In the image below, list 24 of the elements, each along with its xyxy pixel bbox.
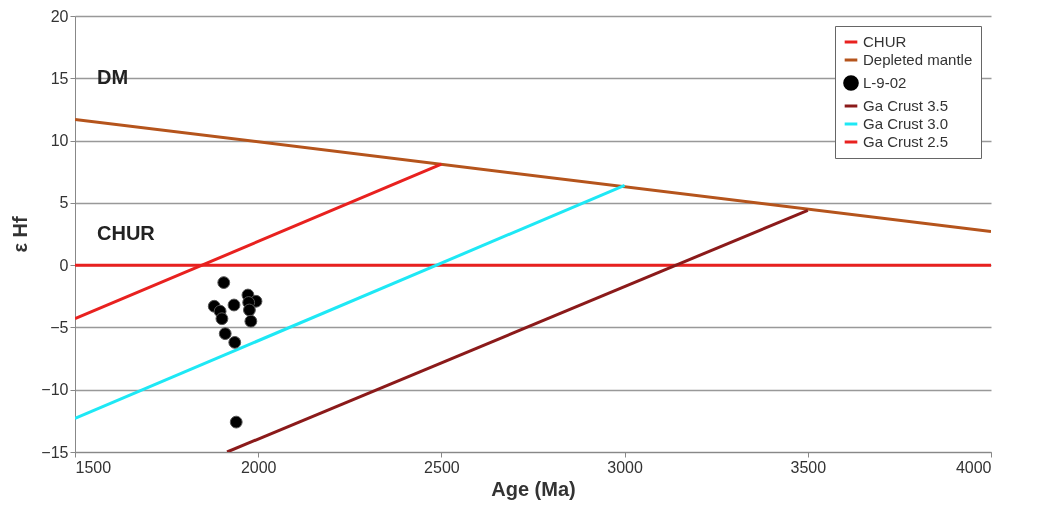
x-tick-label: 4000 [955, 458, 992, 476]
annotation: CHUR [97, 222, 156, 244]
y-tick-label: 5 [59, 194, 69, 212]
x-tick-label: 3500 [790, 458, 827, 476]
y-tick-label: −15 [41, 443, 69, 461]
annotation: DM [97, 66, 129, 88]
legend-label: Depleted mantle [863, 51, 973, 68]
x-tick-label: 3000 [607, 458, 643, 476]
y-tick-label: 0 [59, 256, 69, 274]
x-axis-title: Age (Ma) [491, 477, 576, 500]
y-tick-label: 10 [50, 132, 69, 150]
y-tick-label: −10 [41, 381, 69, 399]
x-tick-label: 2000 [240, 458, 277, 476]
y-tick-label: −5 [50, 318, 69, 336]
x-tick-label: 1500 [75, 458, 112, 476]
legend-label: Ga Crust 2.5 [863, 133, 949, 150]
y-axis-title: ε Hf [9, 216, 32, 253]
legend-label: CHUR [863, 33, 907, 50]
legend-label: Ga Crust 3.0 [863, 115, 949, 132]
y-tick-label: 20 [50, 7, 69, 25]
legend-label: L-9-02 [863, 74, 907, 91]
y-tick-label: 15 [50, 69, 69, 87]
legend-label: Ga Crust 3.5 [863, 97, 949, 114]
x-tick-label: 2500 [424, 458, 460, 476]
